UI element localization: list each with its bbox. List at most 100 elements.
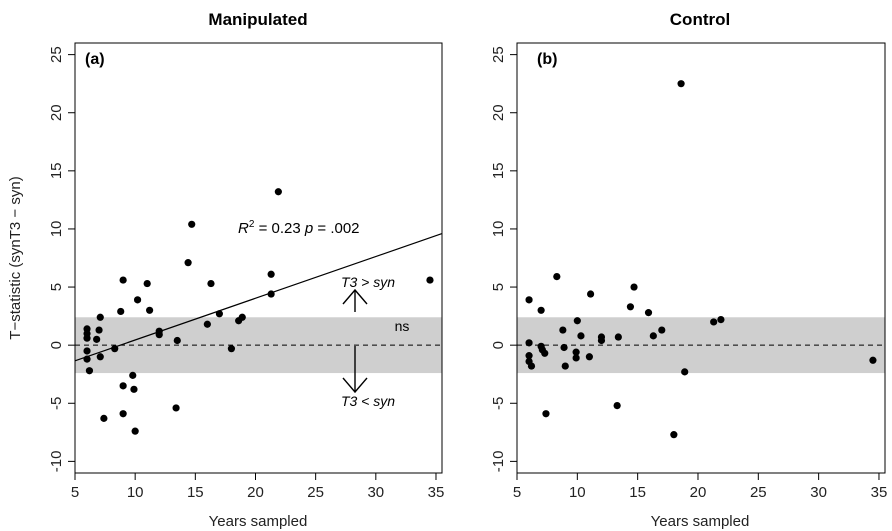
data-point xyxy=(525,352,533,360)
data-point xyxy=(95,326,103,334)
plot-frame xyxy=(516,42,886,474)
x-axis-title: Years sampled xyxy=(209,513,308,530)
arrow-up-head xyxy=(342,288,368,305)
data-point xyxy=(155,331,163,339)
data-point xyxy=(129,371,137,379)
data-point xyxy=(119,276,127,284)
p-symbol: p xyxy=(304,220,313,237)
data-point xyxy=(572,348,580,356)
data-point xyxy=(677,80,685,88)
regression-line xyxy=(74,233,443,362)
y-tick-label: 20 xyxy=(490,104,507,121)
x-tick-label: 15 xyxy=(629,484,646,501)
data-point xyxy=(83,347,91,355)
data-point xyxy=(83,334,91,342)
data-point xyxy=(131,427,139,435)
chart-title-control: Control xyxy=(670,10,730,29)
x-tick-label: 30 xyxy=(367,484,384,501)
data-point xyxy=(172,404,180,412)
x-tick-label: 20 xyxy=(690,484,707,501)
y-tick-label: 20 xyxy=(48,104,65,121)
x-tick-label: 15 xyxy=(187,484,204,501)
data-point xyxy=(83,355,91,363)
data-point xyxy=(644,309,653,317)
data-point xyxy=(93,335,101,343)
data-point xyxy=(559,326,567,334)
data-point xyxy=(85,367,94,375)
chart-title-manipulated: Manipulated xyxy=(208,10,307,29)
r-superscript: 2 xyxy=(249,219,255,230)
r-symbol: R xyxy=(238,220,249,237)
data-point xyxy=(203,320,211,328)
data-point xyxy=(227,345,236,353)
data-point xyxy=(681,368,689,376)
data-point xyxy=(188,220,196,228)
data-point xyxy=(267,270,275,278)
p-value: = .002 xyxy=(313,220,359,237)
x-tick-label: 10 xyxy=(569,484,586,501)
data-point xyxy=(630,283,638,291)
regression-stat-label: R2 = 0.23 p = .002 xyxy=(238,219,360,237)
data-point xyxy=(100,414,108,422)
x-tick-label: 30 xyxy=(810,484,827,501)
x-tick-label: 10 xyxy=(127,484,144,501)
data-point xyxy=(869,356,877,364)
data-point xyxy=(573,317,581,325)
y-tick-label: 10 xyxy=(48,221,65,238)
y-tick-label: 0 xyxy=(48,341,65,349)
x-axis-title: Years sampled xyxy=(651,513,750,530)
data-point xyxy=(146,306,154,314)
y-tick-label: -5 xyxy=(490,397,507,410)
data-point xyxy=(649,332,657,340)
data-point xyxy=(670,431,678,439)
x-tick-label: 5 xyxy=(71,484,79,501)
y-tick-label: 25 xyxy=(48,46,65,63)
arrow-down-head xyxy=(342,377,368,394)
data-point xyxy=(96,353,104,361)
panel-manipulated: Manipulated 5 10 15 20 25 30 35 -10 -5 0 5 10 15 20 2… xyxy=(7,10,444,530)
x-tick-label: 20 xyxy=(247,484,264,501)
data-point xyxy=(133,296,142,304)
y-tick-label: -10 xyxy=(490,451,507,473)
data-point xyxy=(238,313,246,321)
data-point xyxy=(560,343,568,352)
data-point xyxy=(111,345,119,353)
panel-label-b: (b) xyxy=(537,51,557,68)
data-point xyxy=(577,332,585,340)
data-point xyxy=(626,303,635,311)
y-tick-label: 10 xyxy=(490,221,507,238)
data-point xyxy=(717,315,725,324)
y-tick-label: 5 xyxy=(490,283,507,291)
data-point xyxy=(525,339,533,347)
x-tick-label: 35 xyxy=(871,484,888,501)
data-point xyxy=(587,290,595,298)
data-point xyxy=(658,326,666,334)
data-point xyxy=(130,385,138,393)
x-tick-label: 25 xyxy=(750,484,767,501)
data-point xyxy=(267,290,275,298)
data-point xyxy=(597,336,606,345)
y-tick-label: 5 xyxy=(48,283,65,291)
r-value: = 0.23 xyxy=(254,220,304,237)
x-tick-label: 5 xyxy=(513,484,521,501)
data-point xyxy=(207,279,215,288)
y-tick-label: -10 xyxy=(48,451,65,473)
data-point xyxy=(426,276,434,284)
y-tick-label: 15 xyxy=(48,162,65,179)
y-axis-title: T−statistic (synT3 − syn) xyxy=(7,176,24,339)
data-point xyxy=(572,354,580,362)
data-point xyxy=(561,362,569,370)
data-point xyxy=(614,333,622,341)
data-point xyxy=(541,349,549,357)
data-point xyxy=(119,410,127,418)
y-tick-label: 25 xyxy=(490,46,507,63)
data-point xyxy=(527,362,536,370)
data-point xyxy=(613,401,621,410)
panel-label-a: (a) xyxy=(85,51,105,68)
annotation-ns: ns xyxy=(395,318,410,334)
plot-frame xyxy=(74,42,443,474)
x-tick-label: 35 xyxy=(428,484,445,501)
annotation-t3-less: T3 < syn xyxy=(341,393,395,409)
data-point xyxy=(585,353,593,361)
data-point xyxy=(537,306,545,314)
